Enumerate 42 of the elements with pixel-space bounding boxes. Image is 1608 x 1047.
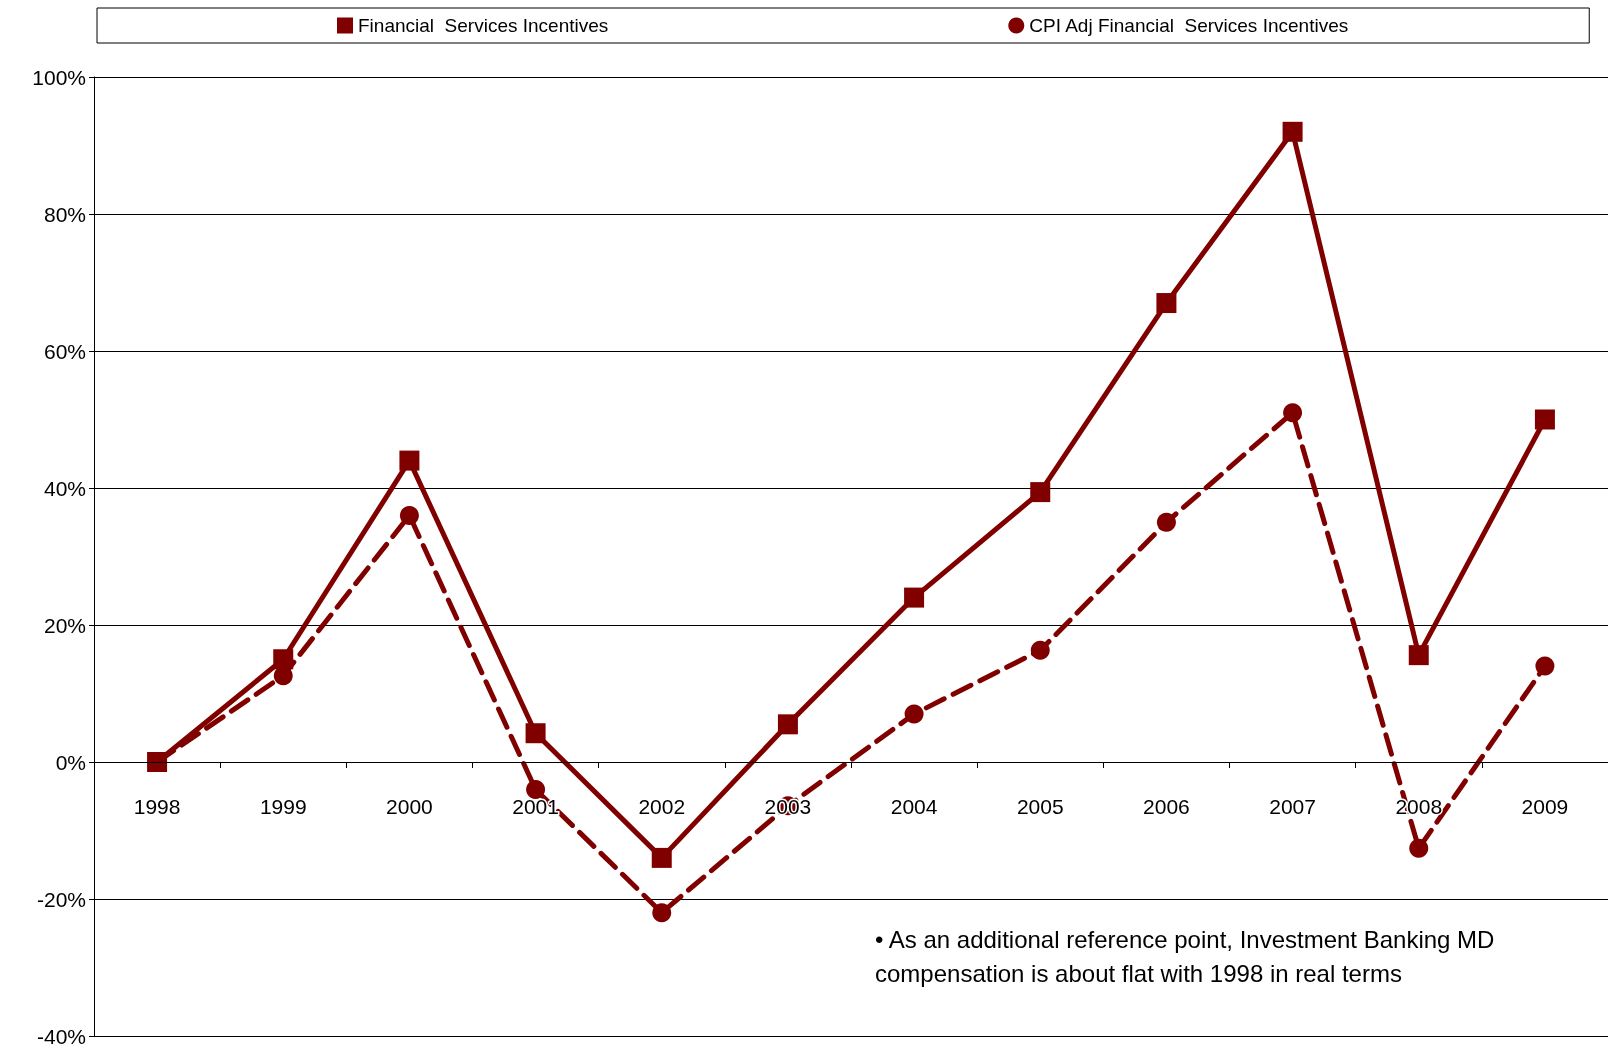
x-tick-label: 1998 xyxy=(133,795,181,818)
x-tick-label: 2005 xyxy=(1016,795,1064,818)
y-tick-label: 0% xyxy=(55,750,86,774)
point xyxy=(1030,482,1051,503)
point xyxy=(1156,293,1177,314)
point xyxy=(273,649,294,670)
point xyxy=(904,704,924,724)
point xyxy=(904,587,925,608)
y-tick-label: -20% xyxy=(36,887,86,911)
x-tick-label: 2002 xyxy=(638,795,686,818)
x-tick-label: 2000 xyxy=(386,795,433,818)
x-tick-label: 2006 xyxy=(1143,795,1190,818)
point xyxy=(651,847,672,868)
x-tick-label: 1999 xyxy=(259,795,307,818)
point xyxy=(1282,121,1303,142)
y-tick-label: 20% xyxy=(43,613,86,637)
point xyxy=(1156,512,1176,532)
x-tick-label: 2004 xyxy=(890,795,938,818)
point xyxy=(399,450,420,471)
point xyxy=(1534,409,1555,430)
point xyxy=(1535,656,1555,676)
y-tick-label: 40% xyxy=(43,476,86,500)
point xyxy=(525,723,546,744)
annotation: • As an additional reference point, Investment Banking MD compensation is about flat with 1998 in real terms xyxy=(875,925,1502,987)
y-tick-label: -40% xyxy=(36,1024,86,1047)
point xyxy=(652,903,672,923)
point xyxy=(273,666,293,686)
x-tick-label: 2001 xyxy=(512,795,559,818)
x-tick-label: 2007 xyxy=(1269,795,1316,818)
point xyxy=(399,505,419,525)
point xyxy=(1408,645,1429,666)
x-tick-label: 2009 xyxy=(1521,795,1569,818)
y-tick-label: 100% xyxy=(32,65,86,89)
legend-label: Financial Services Incentives xyxy=(358,15,609,36)
y-tick-label: 80% xyxy=(43,202,86,226)
point xyxy=(1283,403,1303,423)
point xyxy=(1030,640,1050,660)
legend-label: CPI Adj Financial Services Incentives xyxy=(1029,15,1349,36)
point xyxy=(526,779,546,799)
point xyxy=(777,714,798,735)
point xyxy=(1409,838,1429,858)
y-tick-label: 60% xyxy=(43,339,86,363)
